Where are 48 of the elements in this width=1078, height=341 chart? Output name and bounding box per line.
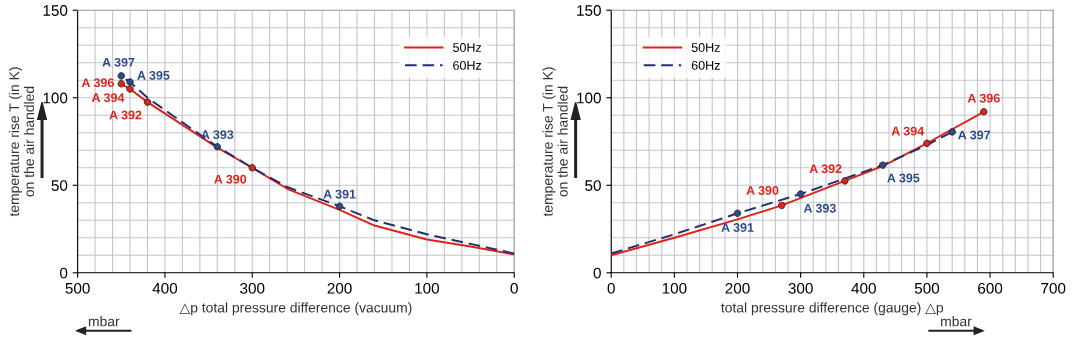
x-tick-label: 100 bbox=[662, 282, 687, 294]
annotation: A 391 bbox=[323, 189, 356, 199]
y-axis-title: temperature rise T (in K) on the air handled bbox=[8, 67, 35, 217]
x-tick-label: 400 bbox=[851, 282, 876, 294]
annotation: A 392 bbox=[809, 164, 842, 174]
y-tick-label: 50 bbox=[51, 180, 68, 191]
annotation: A 393 bbox=[803, 203, 836, 213]
y-tick-label: 100 bbox=[577, 92, 601, 104]
x-tick-label: 400 bbox=[152, 282, 178, 294]
annotation: A 394 bbox=[891, 126, 925, 136]
x-tick-label: 200 bbox=[725, 282, 750, 294]
x-tick-label: 700 bbox=[1041, 282, 1066, 294]
annotation: A 397 bbox=[958, 130, 991, 140]
y-tick-label: 0 bbox=[59, 267, 68, 279]
text: mbar bbox=[941, 316, 972, 327]
x-tick-label: 600 bbox=[978, 282, 1003, 294]
annotation: A 391 bbox=[721, 223, 754, 232]
x-tick-label: 100 bbox=[415, 282, 440, 294]
annotation: A 395 bbox=[137, 70, 170, 80]
annotation: A 390 bbox=[214, 174, 247, 184]
annotation: A 392 bbox=[109, 110, 142, 120]
annotation: A 390 bbox=[746, 186, 779, 195]
y-tick-label: 0 bbox=[593, 267, 601, 279]
legend-label: 50Hz bbox=[453, 43, 482, 52]
legend-label: 60Hz bbox=[453, 60, 482, 70]
annotation: A 395 bbox=[887, 173, 920, 183]
legend-label: 60Hz bbox=[691, 60, 720, 70]
text: mbar bbox=[88, 316, 120, 327]
x-tick-label: 300 bbox=[240, 282, 265, 294]
annotation: A 394 bbox=[91, 93, 125, 103]
y-tick-label: 50 bbox=[585, 180, 601, 191]
legend-label: 50Hz bbox=[691, 43, 720, 52]
x-tick-label: 0 bbox=[510, 282, 518, 294]
x-tick-label: 200 bbox=[327, 282, 352, 294]
x-tick-label: 300 bbox=[788, 282, 813, 294]
annotation: A 397 bbox=[102, 57, 135, 67]
x-axis-title: total pressure difference (gauge) △p bbox=[721, 302, 944, 316]
y-tick-label: 150 bbox=[43, 5, 68, 16]
annotation: A 396 bbox=[967, 93, 1000, 103]
x-tick-label: 500 bbox=[914, 282, 940, 294]
x-tick-label: 0 bbox=[607, 282, 615, 294]
y-axis-title: temperature rise T (in K) on the air handled bbox=[542, 67, 568, 217]
annotation: A 393 bbox=[201, 130, 234, 140]
y-tick-label: 150 bbox=[577, 5, 601, 16]
x-axis-title: △p total pressure difference (vacuum) bbox=[179, 302, 412, 316]
annotation: A 396 bbox=[81, 78, 114, 88]
x-tick-label: 500 bbox=[65, 282, 90, 294]
y-tick-label: 100 bbox=[43, 92, 68, 104]
